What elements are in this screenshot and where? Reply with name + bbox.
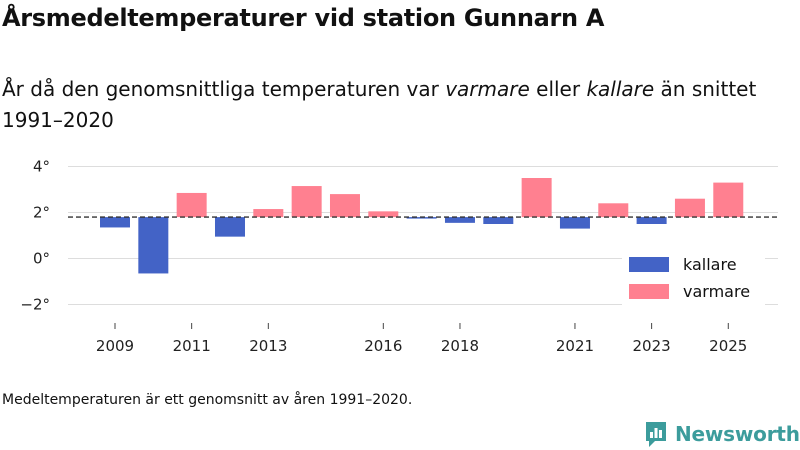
subtitle-part1: År då den genomsnittliga temperaturen va…: [2, 77, 446, 101]
bar-2012: [214, 217, 245, 237]
subtitle-warm: varmare: [445, 77, 530, 101]
y-axis: 4° 2° 0° −2°: [20, 158, 50, 314]
bar-2024: [674, 198, 705, 218]
x-tick-label: 2013: [249, 337, 287, 355]
x-tick-label: 2016: [364, 337, 402, 355]
x-tick-label: 2021: [556, 337, 594, 355]
bar-2010: [138, 217, 169, 274]
x-tick-label: 2018: [441, 337, 479, 355]
y-tick-label: 0°: [33, 250, 50, 268]
bar-2022: [598, 203, 629, 218]
x-tick-label: 2011: [173, 337, 211, 355]
subtitle-cold: kallare: [586, 77, 655, 101]
y-tick-label: 2°: [33, 204, 50, 222]
y-tick-label: 4°: [33, 158, 50, 176]
x-tick-label: 2023: [633, 337, 671, 355]
brand-name: Newsworthy: [675, 422, 800, 446]
bar-2023: [636, 217, 667, 224]
legend-swatch-cold: [629, 257, 669, 272]
legend: kallare varmare: [622, 247, 765, 309]
newsworthy-logo[interactable]: Newsworthy: [644, 419, 800, 449]
legend-label-warm: varmare: [683, 282, 750, 301]
bar-2011: [176, 192, 207, 218]
legend-swatch-warm: [629, 284, 669, 299]
bar-2013: [253, 209, 284, 218]
bar-2016: [368, 211, 399, 218]
chart-subtitle: År då den genomsnittliga temperaturen va…: [2, 74, 792, 136]
x-tick-label: 2009: [96, 337, 134, 355]
subtitle-part3: än snittet 1991–2020: [2, 77, 757, 132]
bar-2017: [406, 217, 437, 219]
bar-2025: [713, 182, 744, 218]
chart-title: Årsmedeltemperaturer vid station Gunnarn…: [2, 4, 605, 32]
footnote: Medeltemperaturen är ett genomsnitt av å…: [2, 392, 413, 408]
temperature-bar-chart: 2009 2011 2013 2016 2018 2021 2023 2025 4° 2° 0° −…: [20, 158, 778, 355]
bar-2019: [483, 217, 514, 224]
x-tick-label: 2025: [709, 337, 747, 355]
newsworthy-icon: [646, 422, 666, 447]
bar-2021: [559, 217, 590, 229]
y-tick-label: −2°: [20, 296, 50, 314]
subtitle-part2: eller: [529, 77, 587, 101]
x-axis: 2009 2011 2013 2016 2018 2021 2023 2025: [96, 323, 747, 355]
bars: [100, 178, 744, 274]
bar-2014: [291, 186, 322, 218]
bar-2009: [100, 217, 130, 228]
bar-2015: [329, 194, 360, 218]
legend-label-cold: kallare: [683, 255, 737, 274]
bar-2020: [521, 178, 552, 218]
bar-2018: [444, 217, 475, 223]
